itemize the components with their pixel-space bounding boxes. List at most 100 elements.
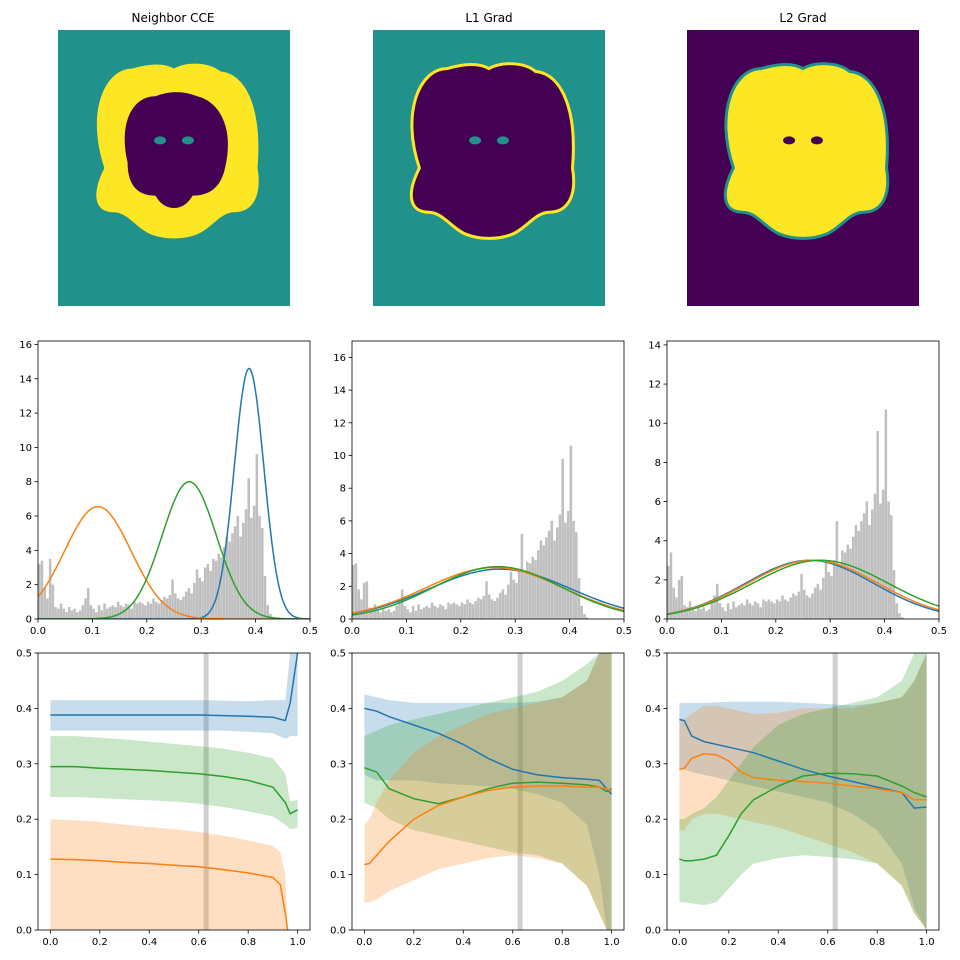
x-tick-label: 0.1 (713, 626, 729, 637)
histogram-bar (414, 610, 418, 619)
histogram-bar (564, 522, 567, 619)
y-tick-label: 4 (340, 549, 346, 560)
y-tick-label: 16 (19, 340, 32, 351)
y-tick-label: 0.5 (645, 649, 661, 660)
histogram-bar (783, 599, 787, 619)
panel-2: 0.0 0.1 0.2 0.3 0.4 0.5 0 2 4 6 8 10 12 14 16 (333, 340, 632, 637)
plot-area (352, 445, 624, 619)
panel-3: 0.0 0.1 0.2 0.3 0.4 0.5 0 2 4 6 8 10 12 14 (648, 340, 947, 637)
band-green (679, 653, 927, 930)
histogram-bar (261, 528, 264, 619)
histogram-bar (718, 603, 722, 619)
histogram-bar (201, 581, 204, 619)
histogram-bar (149, 603, 153, 619)
histogram-bar (879, 503, 882, 619)
histogram-bar (352, 565, 355, 619)
histogram-bar (553, 540, 556, 619)
plot-area (50, 653, 299, 930)
x-tick-label: 1.0 (290, 937, 306, 948)
y-tick-label: 0.4 (645, 704, 661, 715)
histogram-bar (542, 545, 545, 619)
histogram-bar (683, 605, 686, 619)
histogram-bar (209, 570, 212, 619)
ventricle-right (496, 136, 509, 145)
y-tick-label: 12 (648, 380, 661, 391)
histogram-bar (813, 587, 817, 619)
ventricle-left (154, 136, 167, 145)
histogram-bar (898, 613, 901, 619)
x-tick-label: 0.5 (302, 626, 318, 637)
histogram-bar (517, 569, 521, 619)
histogram-bar (179, 600, 182, 619)
band-green (364, 653, 612, 930)
histogram-bar (498, 592, 502, 619)
histogram-bar (258, 516, 261, 619)
histogram-bar (133, 601, 136, 619)
histogram-bar (195, 569, 199, 619)
band-orange (364, 653, 612, 930)
histogram-bar (144, 605, 147, 619)
histogram-bar (100, 610, 104, 619)
histogram-bar (406, 609, 409, 619)
histogram-bar (70, 610, 74, 619)
histogram-bar (242, 522, 245, 619)
y-tick-label: 0.0 (330, 926, 346, 937)
histogram-bar (43, 588, 46, 619)
histogram-bar (252, 505, 256, 619)
axes-frame (351, 652, 625, 931)
histogram-bar (67, 606, 71, 619)
histogram-bar (862, 513, 866, 619)
histogram-bar (222, 546, 226, 619)
y-tick-label: 2 (340, 582, 346, 593)
histogram-bar (141, 603, 144, 619)
histogram-bar (460, 602, 464, 619)
histogram-bar (756, 603, 760, 619)
histogram-bar (62, 608, 65, 619)
marker-line (832, 653, 838, 930)
histogram-bar (770, 601, 773, 619)
histogram-bar (441, 605, 445, 619)
histogram-bar (114, 606, 117, 619)
histogram-bar (458, 605, 461, 619)
histogram-bar (65, 612, 68, 619)
histogram-bar (51, 584, 55, 619)
histogram-bar (184, 591, 188, 619)
histogram-bar (84, 598, 87, 619)
x-tick-label: 0.4 (770, 937, 786, 948)
ventricle-left (469, 136, 482, 145)
histogram-bar (705, 611, 708, 619)
histogram-bar (841, 550, 844, 619)
histogram-bar (751, 605, 754, 619)
histogram-bar (212, 558, 215, 619)
histogram-bar (767, 599, 771, 619)
band-orange (679, 653, 927, 930)
histogram-bar (376, 609, 379, 619)
histogram-bar (868, 525, 871, 619)
x-tick-label: 0.0 (671, 937, 687, 948)
histogram-bar (561, 458, 564, 619)
histogram-bar (735, 607, 738, 619)
segmentation-image-l1-grad (373, 30, 605, 306)
histogram-bar (696, 605, 700, 619)
histogram-bar (411, 605, 415, 619)
histogram-bar (789, 597, 792, 619)
histogram-bar (357, 589, 360, 619)
histogram-bar (116, 601, 120, 619)
histogram-bar (368, 607, 371, 619)
mean-line-green (50, 765, 298, 815)
histogram-bar (354, 563, 358, 619)
histogram-bar (89, 605, 93, 619)
histogram-bar (550, 520, 554, 619)
y-tick-label: 10 (19, 443, 32, 454)
histogram-bar (106, 608, 109, 619)
x-tick-label: 0.4 (248, 626, 264, 637)
plot-area (38, 367, 310, 619)
histogram-bar (496, 597, 499, 619)
y-tick-label: 6 (340, 516, 346, 527)
histogram-bar (873, 493, 877, 619)
x-tick-label: 0.8 (554, 937, 570, 948)
x-tick-label: 0.0 (356, 937, 372, 948)
histogram-bar (477, 597, 480, 619)
panel-4: 0.0 0.2 0.4 0.6 0.8 1.0 0.0 0.1 0.2 0.3 0.4 0.5 (16, 649, 311, 948)
panel-5: 0.0 0.2 0.4 0.6 0.8 1.0 0.0 0.1 0.2 0.3 0.4 0.5 (330, 649, 625, 948)
